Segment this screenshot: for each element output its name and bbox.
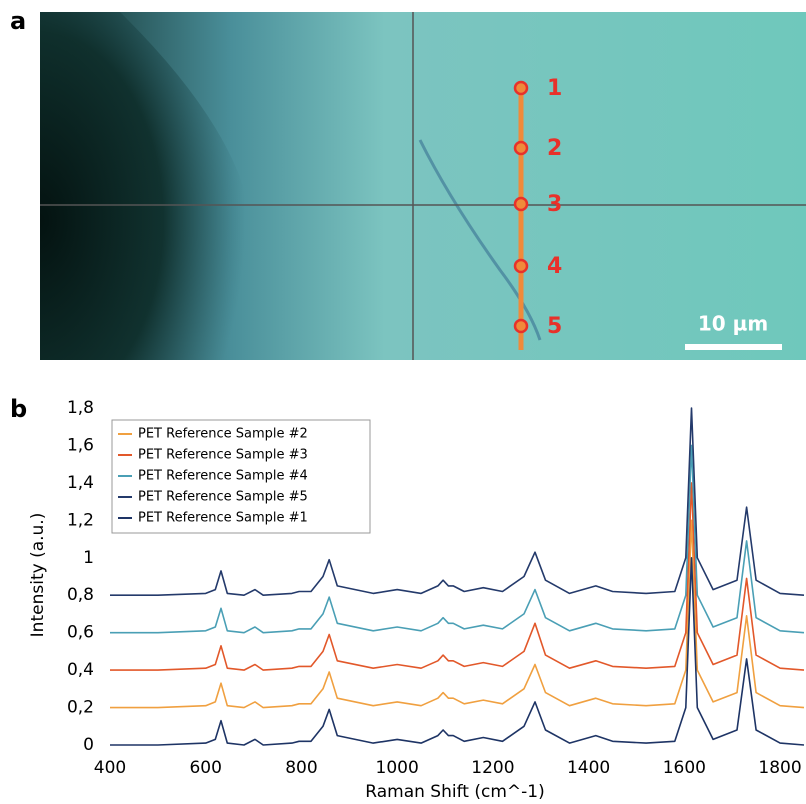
y-tick-label: 0,4 [67,660,94,680]
scan-point [513,80,529,96]
panel-label: a [10,7,26,35]
point-label: 1 [547,76,562,101]
crack [418,139,542,341]
point-label: 2 [547,136,562,161]
point-label: 5 [547,314,562,339]
legend-label: PET Reference Sample #3 [138,448,308,463]
series-line [110,519,805,709]
x-tick-label: 1600 [663,758,706,778]
scan-point [513,318,529,334]
series-line [110,482,805,671]
legend-label: PET Reference Sample #1 [138,511,308,526]
point-label: 3 [547,192,562,217]
scan-point [513,196,529,212]
x-tick-label: 1800 [758,758,801,778]
legend-label: PET Reference Sample #2 [138,427,308,442]
x-axis-title: Raman Shift (cm^-1) [365,782,544,802]
y-tick-label: 1 [83,548,94,568]
y-tick-label: 1,6 [67,435,94,455]
panel-label: b [10,395,27,423]
legend-label: PET Reference Sample #4 [138,469,308,484]
y-tick-label: 0 [83,735,94,755]
y-tick-label: 0,2 [67,698,94,718]
x-tick-label: 800 [285,758,317,778]
y-tick-label: 0,8 [67,585,94,605]
y-tick-label: 0,6 [67,623,94,643]
y-axis-title: Intensity (a.u.) [28,513,48,638]
point-label: 4 [547,254,562,279]
chart: b Raman Shift (cm^-1) Intensity (a.u.) 0… [10,395,805,802]
x-tick-label: 1400 [567,758,610,778]
scale-bar [685,344,782,350]
series-line [110,444,805,634]
y-tick-label: 1,8 [67,398,94,418]
legend-label: PET Reference Sample #5 [138,490,308,505]
legend-box [111,419,371,534]
x-tick-label: 400 [94,758,126,778]
scale-bar-label: 10 µm [698,312,768,336]
x-tick-label: 1200 [471,758,514,778]
x-tick-label: 1000 [376,758,419,778]
scan-point [513,258,529,274]
x-tick-label: 600 [189,758,221,778]
scan-point [513,140,529,156]
microscope-image: 1 2 3 4 5 10 µm [40,12,806,360]
dark-region [40,12,268,360]
series-line [110,557,805,746]
y-tick-label: 1,2 [67,510,94,530]
series-line [110,407,805,596]
y-tick-label: 1,4 [67,473,94,493]
